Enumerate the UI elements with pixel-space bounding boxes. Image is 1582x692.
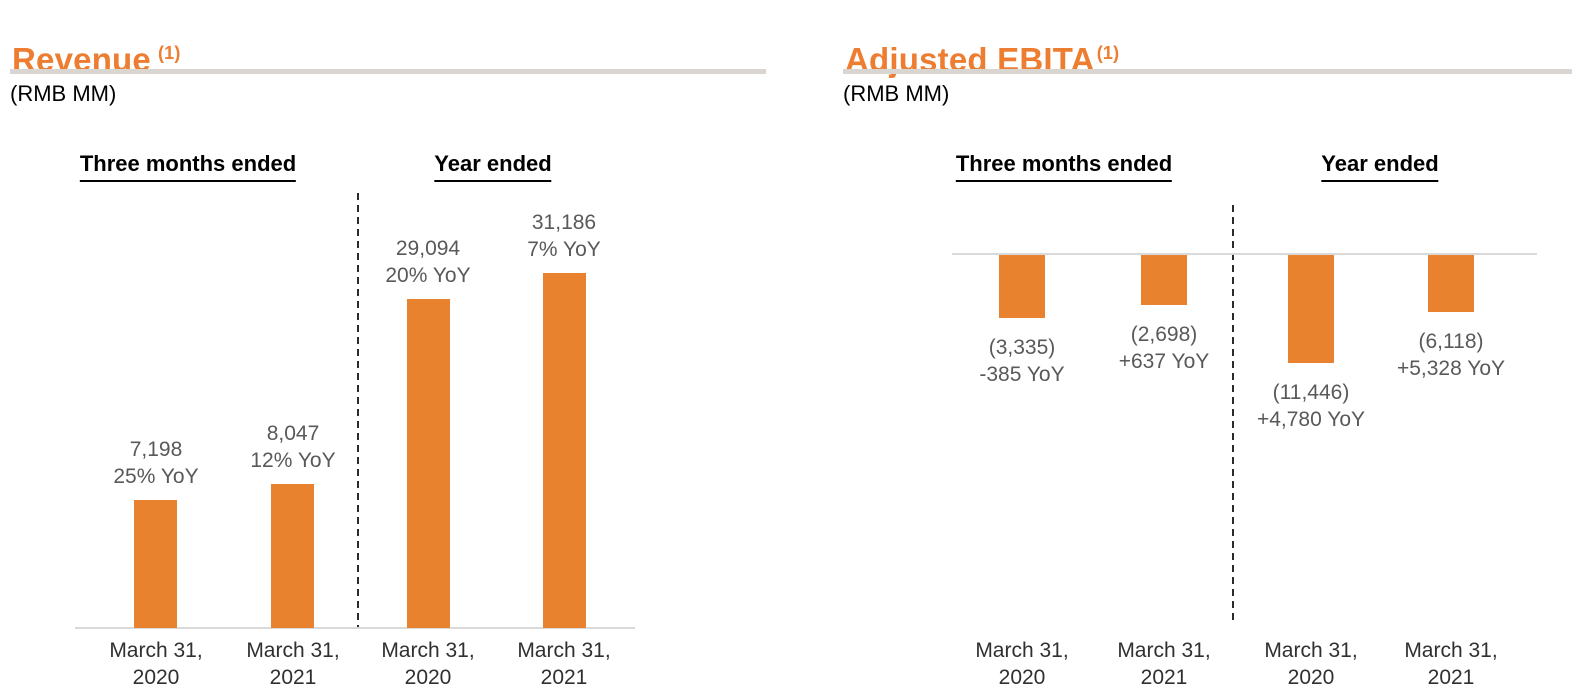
ebita-units-label: (RMB MM) — [843, 81, 950, 106]
yoy-text: -385 YoY — [979, 363, 1065, 386]
xlabel-line1: March 31, — [1117, 639, 1211, 662]
ebita-header-year-ended: Year ended — [1321, 151, 1439, 182]
yoy-text: 25% YoY — [113, 465, 199, 488]
ebita-xlabel-y-2020: March 31, 2020 — [1264, 637, 1357, 691]
xlabel-line2: 2021 — [1427, 666, 1475, 689]
yoy-text: 12% YoY — [250, 449, 336, 472]
xlabel-line1: March 31, — [1264, 639, 1358, 662]
xlabel-line2: 2021 — [269, 666, 317, 689]
revenue-bar-y-mar2021 — [543, 273, 586, 628]
revenue-period-separator-line — [357, 193, 359, 628]
ebita-value-label-y-2020: (11,446) +4,780 YoY — [1257, 379, 1365, 433]
xlabel-line1: March 31, — [246, 639, 340, 662]
xlabel-line2: 2021 — [1140, 666, 1188, 689]
revenue-title-divider — [10, 69, 766, 74]
value-text: (2,698) — [1130, 323, 1198, 346]
ebita-period-separator-line — [1232, 205, 1234, 623]
ebita-value-label-q-2021: (2,698) +637 YoY — [1119, 321, 1210, 375]
revenue-value-label-q-2020: 7,198 25% YoY — [113, 436, 198, 490]
value-text: (6,118) — [1418, 330, 1484, 353]
value-text: 29,094 — [395, 237, 461, 260]
ebita-bar-y-mar2020 — [1288, 255, 1334, 363]
revenue-baseline-axis — [75, 627, 635, 629]
revenue-bar-q-mar2020 — [134, 500, 177, 628]
ebita-xlabel-q-2021: March 31, 2021 — [1117, 637, 1210, 691]
revenue-value-label-y-2020: 29,094 20% YoY — [385, 235, 470, 289]
revenue-header-three-months: Three months ended — [79, 151, 297, 182]
yoy-text: +5,328 YoY — [1396, 357, 1506, 380]
ebita-bar-y-mar2021 — [1428, 255, 1474, 312]
revenue-value-label-y-2021: 31,186 7% YoY — [527, 209, 601, 263]
ebita-xlabel-q-2020: March 31, 2020 — [975, 637, 1068, 691]
xlabel-line2: 2021 — [540, 666, 588, 689]
yoy-text: 7% YoY — [527, 238, 601, 261]
xlabel-line1: March 31, — [109, 639, 203, 662]
ebita-bar-q-mar2021 — [1141, 255, 1187, 305]
xlabel-line1: March 31, — [381, 639, 475, 662]
revenue-value-label-q-2021: 8,047 12% YoY — [250, 420, 335, 474]
value-text: 8,047 — [266, 422, 320, 445]
ebita-footnote-superscript: (1) — [1096, 43, 1120, 64]
value-text: (11,446) — [1272, 381, 1350, 404]
revenue-xlabel-y-2020: March 31, 2020 — [381, 637, 474, 691]
ebita-value-label-y-2021: (6,118) +5,328 YoY — [1397, 328, 1505, 382]
revenue-header-year-ended: Year ended — [434, 151, 552, 182]
ebita-title-divider — [843, 69, 1572, 74]
ebita-zero-axis — [952, 253, 1537, 255]
ebita-header-three-months: Three months ended — [955, 151, 1173, 182]
yoy-text: +637 YoY — [1118, 350, 1210, 373]
value-text: 7,198 — [129, 438, 183, 461]
xlabel-line1: March 31, — [1404, 639, 1498, 662]
ebita-value-label-q-2020: (3,335) -385 YoY — [979, 334, 1064, 388]
xlabel-line2: 2020 — [132, 666, 180, 689]
revenue-bar-q-mar2021 — [271, 484, 314, 628]
ebita-xlabel-y-2021: March 31, 2021 — [1404, 637, 1497, 691]
yoy-text: 20% YoY — [385, 264, 471, 287]
value-text: (3,335) — [988, 336, 1056, 359]
ebita-bar-q-mar2020 — [999, 255, 1045, 318]
xlabel-line2: 2020 — [1287, 666, 1335, 689]
revenue-bar-y-mar2020 — [407, 299, 450, 628]
xlabel-line1: March 31, — [517, 639, 611, 662]
xlabel-line2: 2020 — [404, 666, 452, 689]
value-text: 31,186 — [531, 211, 597, 234]
yoy-text: +4,780 YoY — [1256, 408, 1366, 431]
xlabel-line2: 2020 — [998, 666, 1046, 689]
revenue-units-label: (RMB MM) — [10, 81, 117, 106]
xlabel-line1: March 31, — [975, 639, 1069, 662]
revenue-xlabel-y-2021: March 31, 2021 — [517, 637, 610, 691]
revenue-footnote-superscript: (1) — [157, 43, 181, 64]
revenue-xlabel-q-2021: March 31, 2021 — [246, 637, 339, 691]
revenue-xlabel-q-2020: March 31, 2020 — [109, 637, 202, 691]
